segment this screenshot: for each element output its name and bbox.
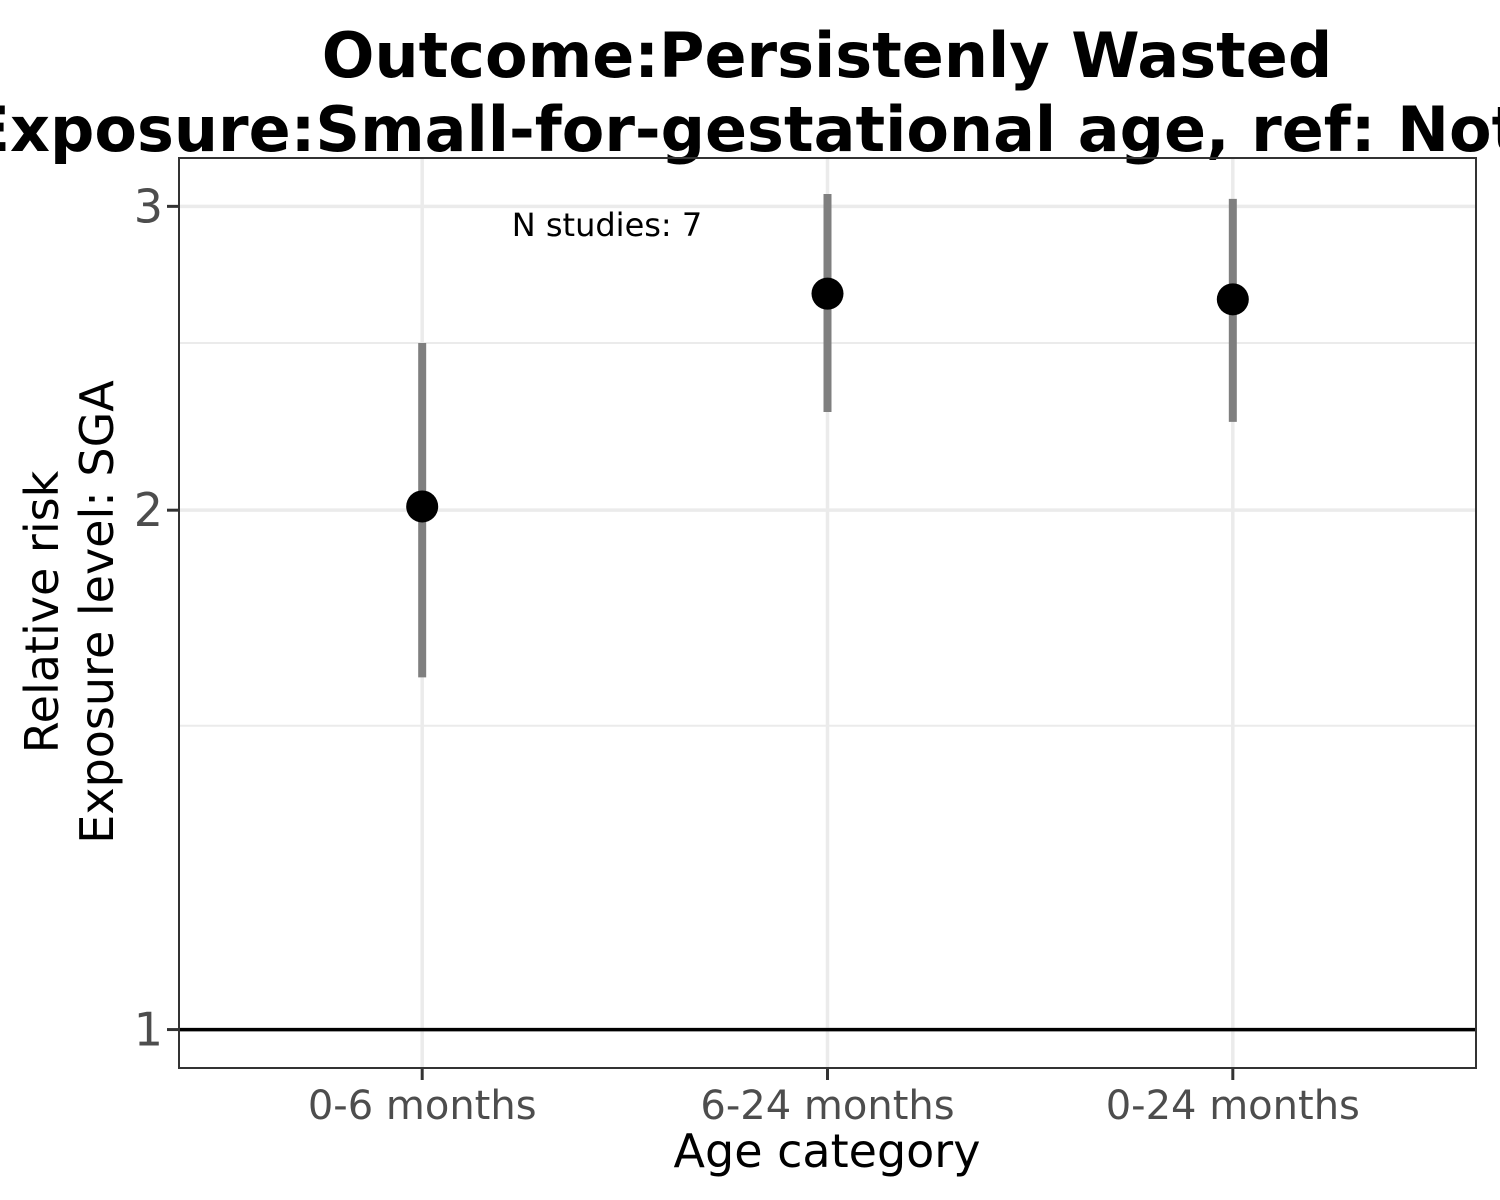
estimate-point <box>811 277 844 310</box>
estimate-point <box>1216 283 1249 316</box>
y-axis-title-line-2: Exposure level: SGA <box>70 380 124 844</box>
n-studies-annotation: N studies: 7 <box>512 206 702 244</box>
chart-title: Outcome:Persistenly Wasted Exposure:Smal… <box>0 19 1500 166</box>
estimate-point <box>406 490 439 523</box>
x-axis: 0-6 months 6-24 months 0-24 months <box>308 1068 1360 1129</box>
x-tick-label: 0-6 months <box>308 1083 537 1129</box>
y-tick-label: 2 <box>134 483 163 537</box>
x-axis-title: Age category <box>674 1124 981 1178</box>
x-tick-label: 6-24 months <box>700 1083 954 1129</box>
y-axis-title-line-1: Relative risk <box>15 470 69 753</box>
chart-title-line-2: Exposure:Small-for-gestational age, ref:… <box>0 93 1500 166</box>
point-layer <box>406 277 1249 523</box>
chart-title-line-1: Outcome:Persistenly Wasted <box>322 19 1332 92</box>
x-tick-label: 0-24 months <box>1106 1083 1360 1129</box>
y-tick-label: 3 <box>134 179 163 233</box>
y-axis: 1 2 3 <box>134 179 179 1057</box>
y-axis-title: Relative risk Exposure level: SGA <box>15 380 124 844</box>
y-tick-label: 1 <box>134 1003 163 1057</box>
